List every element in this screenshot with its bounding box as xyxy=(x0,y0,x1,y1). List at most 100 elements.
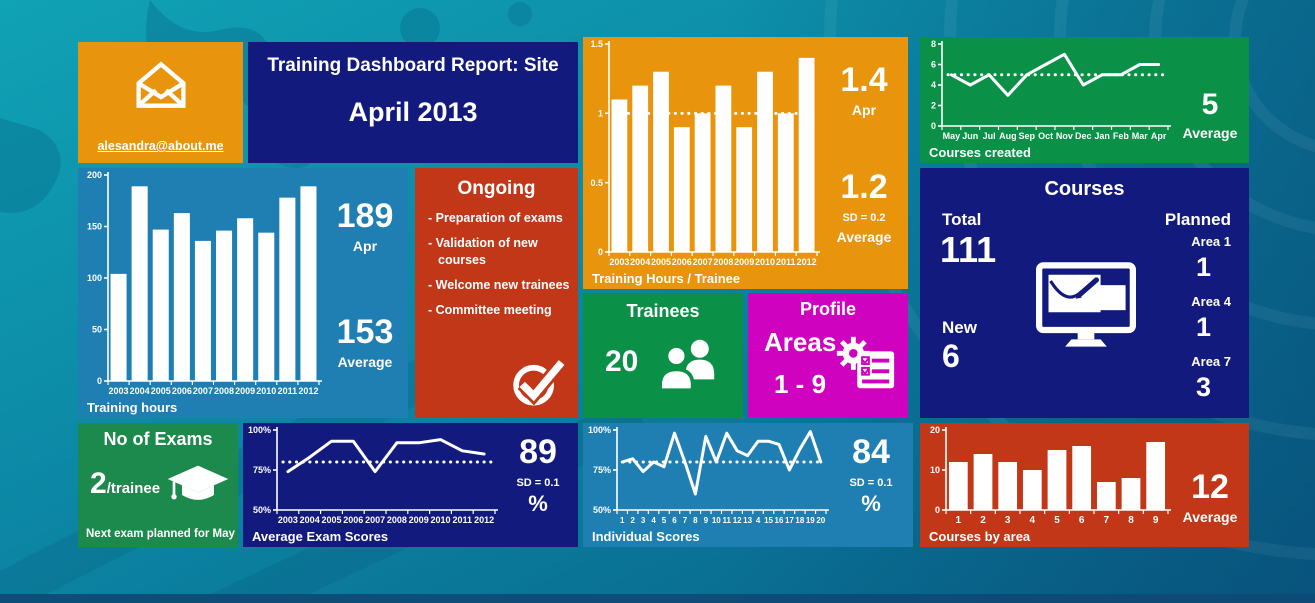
individual-scores-chart: 50% 75% 100% 1 2 3 4 5 6 7 8 9 10 11 12 13 4 15 16 17 18 19 20 xyxy=(583,423,833,529)
individual-scores-stats: 84 SD = 0.1 % xyxy=(833,423,913,529)
svg-text:150: 150 xyxy=(87,222,102,232)
ongoing-item: - Validation of new courses xyxy=(428,236,538,267)
svg-text:2003: 2003 xyxy=(109,386,129,396)
svg-text:Mar: Mar xyxy=(1132,131,1149,141)
courses-area-value: 3 xyxy=(1195,372,1211,402)
svg-text:6: 6 xyxy=(1079,515,1085,526)
svg-text:4: 4 xyxy=(931,80,936,90)
svg-text:Apr: Apr xyxy=(1151,131,1167,141)
trainees-count: 20 xyxy=(605,345,639,378)
svg-text:2006: 2006 xyxy=(672,257,692,267)
courses-by-area-caption: Courses by area xyxy=(929,529,1031,544)
courses-area-value: 1 xyxy=(1195,252,1211,282)
svg-text:5: 5 xyxy=(1054,515,1060,526)
svg-text:Aug: Aug xyxy=(999,131,1017,141)
avg-exam-scores-tile: 50% 75% 100% 2003 2004 2005 2006 2007 2008 2009 20… xyxy=(243,423,578,547)
people-icon xyxy=(653,333,725,397)
svg-text:2005: 2005 xyxy=(651,257,671,267)
svg-text:2005: 2005 xyxy=(151,386,171,396)
individual-scores-unit: % xyxy=(861,491,881,516)
svg-text:2010: 2010 xyxy=(430,515,450,525)
svg-text:2010: 2010 xyxy=(256,386,276,396)
svg-text:20: 20 xyxy=(816,516,825,525)
svg-text:20: 20 xyxy=(930,425,940,435)
svg-text:Nov: Nov xyxy=(1056,131,1073,141)
courses-by-area-tile: 0 10 20 1 2 3 4 5 6 7 8 9 12 Average Courses by are… xyxy=(920,423,1249,547)
svg-text:17: 17 xyxy=(785,516,794,525)
svg-text:2007: 2007 xyxy=(365,515,385,525)
svg-text:0: 0 xyxy=(97,376,102,386)
hours-per-trainee-current: 1.4 xyxy=(840,61,888,99)
svg-text:0: 0 xyxy=(935,505,940,515)
svg-text:8: 8 xyxy=(693,516,698,525)
svg-text:2005: 2005 xyxy=(321,515,341,525)
svg-text:2008: 2008 xyxy=(387,515,407,525)
courses-by-area-chart: 0 10 20 1 2 3 4 5 6 7 8 9 xyxy=(920,423,1175,529)
svg-text:13: 13 xyxy=(743,516,752,525)
courses-created-average-label: Average xyxy=(1182,125,1238,141)
svg-text:100: 100 xyxy=(87,273,102,283)
svg-text:10: 10 xyxy=(930,465,940,475)
svg-text:Dec: Dec xyxy=(1075,131,1092,141)
svg-text:75%: 75% xyxy=(253,465,271,475)
courses-tile: Courses Total 111 New 6 Planned Area 1 1… xyxy=(920,168,1249,418)
individual-scores-tile: 50% 75% 100% 1 2 3 4 5 6 7 8 9 10 11 12 13 4 15 16 17 18 19 20… xyxy=(583,423,913,547)
svg-text:75%: 75% xyxy=(593,465,611,475)
courses-new-label: New xyxy=(942,318,977,337)
avg-exam-scores-chart: 50% 75% 100% 2003 2004 2005 2006 2007 2008 2009 20… xyxy=(243,423,502,529)
svg-text:1.5: 1.5 xyxy=(590,39,603,49)
svg-text:12: 12 xyxy=(733,516,742,525)
svg-text:2009: 2009 xyxy=(409,515,429,525)
trainees-title: Trainees xyxy=(626,301,700,321)
svg-text:2010: 2010 xyxy=(755,257,775,267)
individual-scores-caption: Individual Scores xyxy=(592,529,700,544)
email-link[interactable]: alesandra@about.me xyxy=(97,139,224,153)
svg-text:19: 19 xyxy=(806,516,815,525)
email-tile: alesandra@about.me xyxy=(78,42,243,163)
svg-text:2012: 2012 xyxy=(797,257,817,267)
ongoing-title: Ongoing xyxy=(457,178,536,199)
svg-text:8: 8 xyxy=(931,39,936,49)
avg-exam-score-unit: % xyxy=(528,491,548,516)
courses-by-area-average: 12 xyxy=(1191,468,1229,506)
training-hours-average-label: Average xyxy=(337,353,393,370)
svg-text:15: 15 xyxy=(764,516,773,525)
svg-text:7: 7 xyxy=(1104,515,1110,526)
svg-text:2003: 2003 xyxy=(278,515,298,525)
svg-text:2008: 2008 xyxy=(713,257,733,267)
svg-text:Sep: Sep xyxy=(1018,131,1035,141)
hours-per-trainee-tile: 0 0.5 1 1.5 2003 2004 2005 2006 2007 2008 2009 2010… xyxy=(583,37,908,289)
report-title-tile: Training Dashboard Report: Site April 20… xyxy=(248,42,578,163)
svg-text:18: 18 xyxy=(795,516,804,525)
hours-per-trainee-chart: 0 0.5 1 1.5 2003 2004 2005 2006 2007 2008 2009 2010… xyxy=(583,37,824,271)
svg-text:2: 2 xyxy=(630,516,635,525)
graduation-cap-icon xyxy=(166,463,230,511)
svg-text:100%: 100% xyxy=(248,425,271,435)
profile-areas-range: 1 - 9 xyxy=(774,369,827,399)
courses-area-label: Area 1 xyxy=(1191,234,1231,249)
hours-per-trainee-caption: Training Hours / Trainee xyxy=(592,271,741,286)
exams-unit: /trainee xyxy=(106,480,161,497)
trainees-tile: Trainees 20 xyxy=(583,293,743,418)
svg-text:8: 8 xyxy=(1128,515,1134,526)
courses-area-label: Area 7 xyxy=(1191,354,1231,369)
checkmark-circle-icon xyxy=(510,352,566,408)
courses-by-area-stats: 12 Average xyxy=(1175,423,1249,529)
svg-text:5: 5 xyxy=(662,516,667,525)
exams-tile: No of Exams 2/trainee Next exam planned … xyxy=(78,423,238,547)
ongoing-item: - Preparation of exams xyxy=(428,211,563,225)
individual-scores-value: 84 xyxy=(852,433,890,471)
training-hours-chart: 0 50 100 150 200 2003 2004 2005 2006 2007 2008 2009… xyxy=(78,168,326,400)
profile-areas-label: Areas xyxy=(764,327,837,357)
svg-text:1: 1 xyxy=(620,516,625,525)
exams-per-trainee: 2/trainee xyxy=(90,467,160,501)
svg-text:10: 10 xyxy=(712,516,721,525)
courses-created-chart: 0 2 4 6 8 May Jun Jul Aug Sep Oct Nov Dec Jan Feb Mar Ap… xyxy=(920,37,1175,145)
avg-exam-score-sd: SD = 0.1 xyxy=(516,477,560,489)
svg-text:2011: 2011 xyxy=(278,386,298,396)
courses-new-value: 6 xyxy=(942,338,960,374)
ongoing-tile: Ongoing - Preparation of exams - Validat… xyxy=(415,168,578,418)
svg-text:1: 1 xyxy=(598,109,603,119)
svg-text:0: 0 xyxy=(598,247,603,257)
